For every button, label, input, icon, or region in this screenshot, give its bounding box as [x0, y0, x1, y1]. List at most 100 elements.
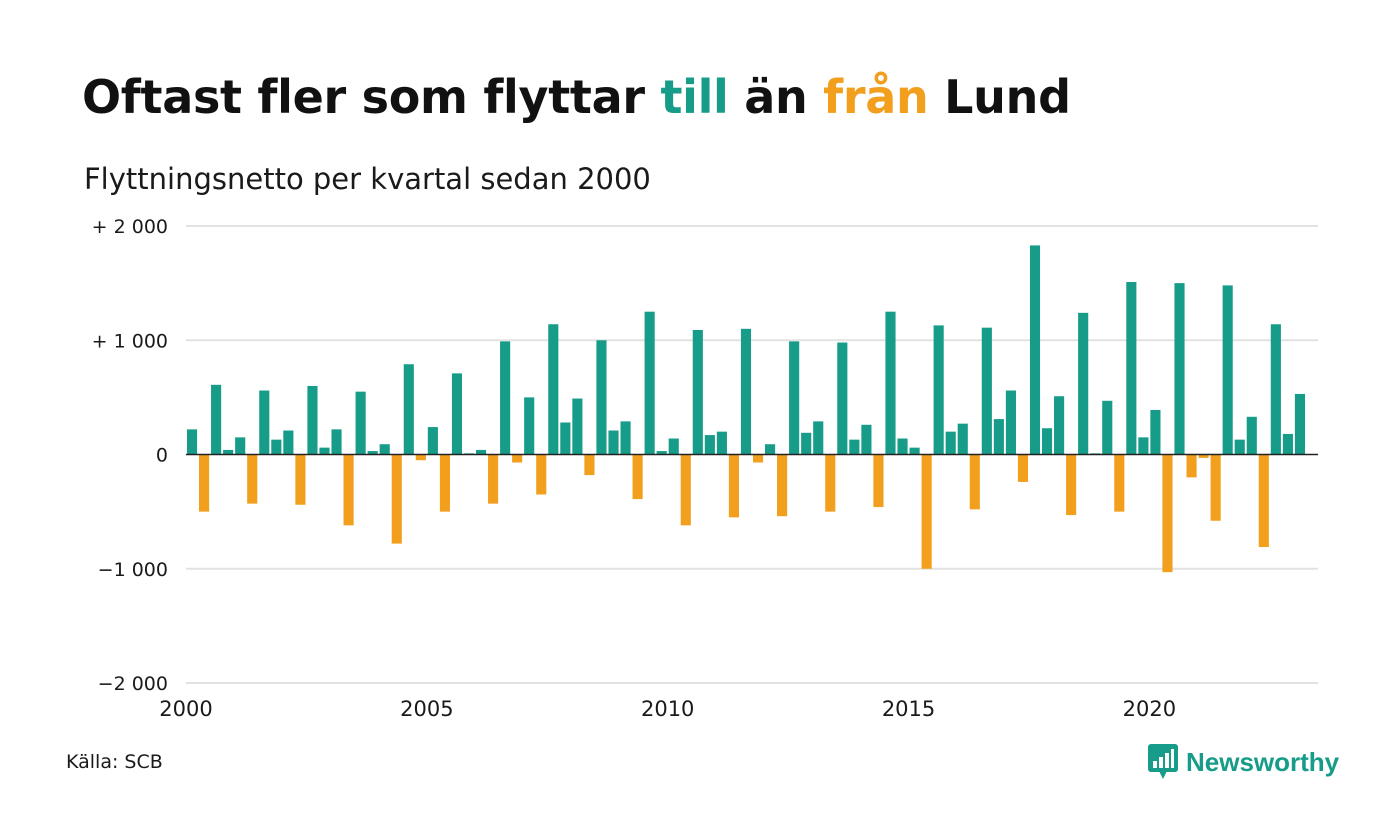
bar [1234, 439, 1245, 455]
bar [247, 454, 258, 504]
newsworthy-logo-icon [1148, 744, 1178, 779]
x-axis-tick-labels: 2000 2005 2010 2015 2020 [159, 697, 1176, 721]
bar [933, 325, 944, 455]
chart-subtitle: Flyttningsnetto per kvartal sedan 2000 [84, 162, 651, 196]
bar [1210, 454, 1221, 521]
bar [223, 449, 234, 455]
bar [813, 421, 824, 455]
bar [1054, 396, 1065, 455]
title-text-middle: än [728, 70, 824, 124]
bar [668, 438, 679, 455]
bar [861, 424, 872, 455]
bar [379, 444, 390, 455]
title-text-end: Lund [928, 70, 1071, 124]
bar [969, 454, 980, 510]
bar [475, 449, 487, 455]
y-tick-label: −1 000 [98, 559, 168, 581]
bar [1066, 454, 1077, 516]
bar [283, 430, 294, 455]
bar [945, 431, 956, 455]
bar [885, 311, 896, 455]
bar [403, 364, 414, 455]
bar [500, 341, 511, 455]
bar [1005, 390, 1016, 455]
bar [584, 454, 595, 476]
bar [897, 438, 908, 455]
bar [367, 451, 378, 455]
bar [1102, 400, 1113, 455]
bar [560, 422, 571, 455]
bar [211, 384, 222, 455]
bar [548, 324, 559, 455]
bar [692, 329, 703, 455]
bars [186, 245, 1305, 573]
bar [1029, 245, 1041, 455]
x-tick-label: 2005 [400, 697, 453, 721]
bar [1186, 454, 1197, 478]
bar [295, 454, 306, 505]
bar [451, 373, 463, 455]
bar [849, 439, 860, 455]
title-text-start: Oftast fler som flyttar [82, 70, 661, 124]
bar [644, 311, 655, 455]
brand-logo: Newsworthy [1148, 744, 1339, 780]
x-tick-label: 2020 [1123, 697, 1176, 721]
bar [837, 342, 848, 455]
title-word-fran: från [823, 70, 929, 124]
bar [957, 423, 968, 455]
bar [981, 327, 992, 455]
bar [1294, 393, 1305, 455]
bar [186, 429, 198, 455]
bar [1222, 285, 1233, 455]
bar [680, 454, 691, 526]
brand-name: Newsworthy [1186, 746, 1340, 777]
bar [1114, 454, 1125, 512]
bar [740, 328, 752, 455]
bar [199, 454, 210, 512]
bar [259, 390, 270, 455]
chart-title: Oftast fler som flyttar till än från Lun… [82, 70, 1071, 124]
bar [921, 454, 932, 569]
bar [235, 437, 246, 455]
bar [1017, 454, 1029, 482]
x-tick-label: 2010 [641, 697, 694, 721]
bar [777, 454, 788, 517]
bar [1246, 416, 1257, 455]
bar [391, 454, 402, 544]
bar [271, 439, 282, 455]
bar [1150, 409, 1161, 455]
bar [656, 451, 667, 455]
bar [524, 397, 535, 455]
x-tick-label: 2015 [882, 697, 935, 721]
bar [993, 419, 1004, 455]
bar [427, 427, 438, 455]
bar [608, 430, 619, 455]
bar [825, 454, 836, 512]
source-note: Källa: SCB [66, 751, 163, 773]
bar [1282, 433, 1293, 455]
bar [1258, 454, 1269, 548]
bar [1138, 437, 1149, 455]
bar [596, 340, 607, 455]
bar [488, 454, 499, 504]
bar [1078, 312, 1089, 455]
bar [439, 454, 450, 512]
bar [716, 431, 727, 455]
bar [572, 398, 583, 455]
bar [632, 454, 643, 500]
bar [704, 435, 715, 455]
bar [1041, 428, 1053, 455]
bar [536, 454, 547, 495]
x-tick-label: 2000 [159, 697, 212, 721]
y-tick-label: + 1 000 [92, 330, 168, 352]
bar [343, 454, 354, 526]
bar [909, 447, 920, 455]
bar [1162, 454, 1173, 573]
bar [1198, 454, 1209, 458]
y-axis-tick-labels: −2 000 −1 000 0 + 1 000 + 2 000 [92, 216, 168, 695]
bar [728, 454, 739, 518]
y-tick-label: −2 000 [98, 673, 168, 695]
bar [801, 432, 812, 455]
bar [1174, 283, 1185, 455]
bar [512, 454, 523, 463]
